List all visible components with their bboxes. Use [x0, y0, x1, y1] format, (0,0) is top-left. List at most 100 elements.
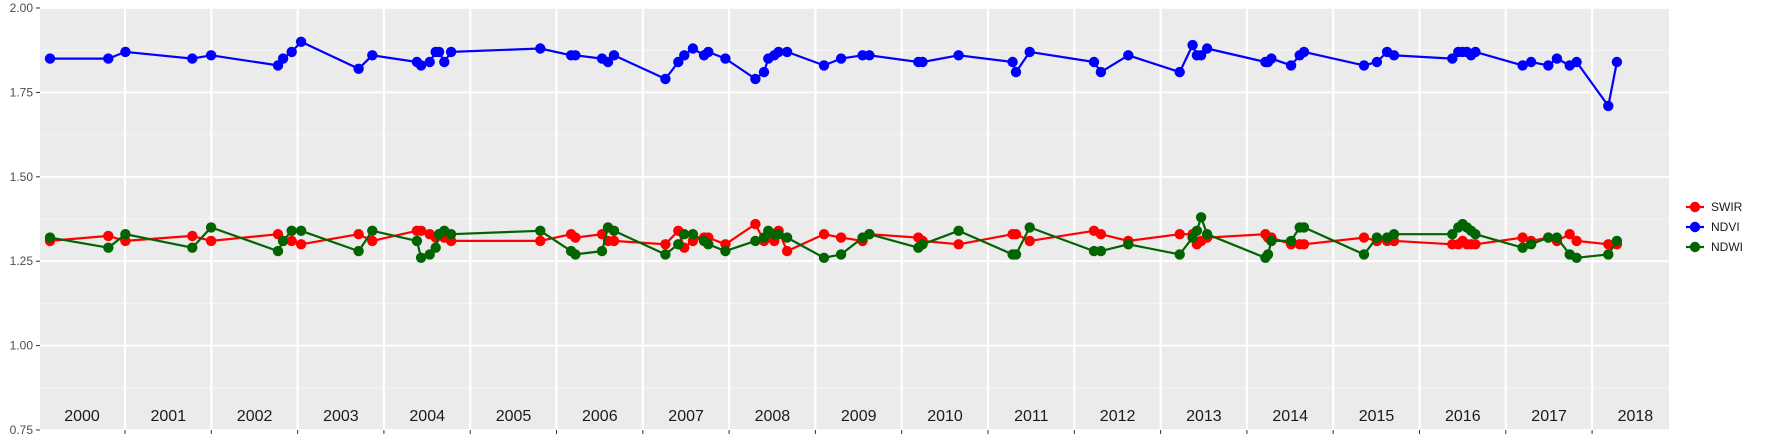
ndwi-point	[295, 225, 307, 236]
year-label-2017: 2017	[1531, 408, 1567, 425]
ndwi-point	[430, 242, 441, 253]
y-axis: 0.75 1.00 1.25 1.50 1.75 2.00	[10, 1, 1593, 437]
y-tick-label: 2.00	[10, 1, 34, 15]
swir-point	[295, 239, 307, 250]
ndwi-point	[411, 235, 423, 247]
ndwi-point	[1603, 249, 1614, 260]
ndvi-point	[1010, 66, 1022, 78]
legend-label: NDWI	[1711, 240, 1743, 254]
ndvi-point	[535, 43, 546, 54]
ndvi-point	[864, 50, 875, 61]
ndvi-point	[679, 50, 690, 61]
ndvi-point	[445, 46, 457, 58]
ndvi-point	[1447, 53, 1458, 64]
year-label-2008: 2008	[755, 408, 791, 425]
ndvi-point	[1358, 60, 1370, 71]
ndvi-point	[673, 56, 684, 68]
ndvi-point	[660, 73, 671, 85]
swir-point	[835, 232, 847, 243]
swir-point	[535, 235, 546, 247]
ndvi-point	[773, 46, 784, 58]
ndwi-point	[679, 229, 690, 240]
ndvi-point	[367, 50, 378, 61]
ndwi-point	[120, 229, 131, 240]
ndvi-point	[750, 73, 761, 85]
ndwi-point	[570, 249, 581, 260]
ndvi-point	[687, 43, 699, 54]
ndwi-point	[953, 225, 964, 236]
y-tick-label: 1.75	[10, 85, 34, 99]
ndwi-point	[1266, 235, 1277, 247]
ndwi-point	[1201, 229, 1213, 240]
ndwi-point	[187, 242, 198, 253]
ndwi-point	[1571, 252, 1582, 263]
ndvi-point	[1388, 50, 1400, 61]
swir-point	[660, 239, 671, 250]
ndwi-point	[1470, 229, 1481, 240]
x-axis-year-labels: 2000 2001 2002 2003 2004 2005 2006 2007 2008 2009…	[64, 408, 1653, 425]
ndwi-point	[1010, 249, 1022, 260]
year-label-2001: 2001	[151, 408, 187, 425]
y-tick-label: 1.25	[10, 254, 34, 268]
ndwi-point	[750, 235, 761, 247]
ndwi-point	[367, 225, 378, 236]
y-tick-label: 1.00	[10, 339, 34, 353]
legend-label: SWIR	[1711, 200, 1743, 214]
swir-point	[1358, 232, 1370, 243]
swir-point	[781, 245, 793, 257]
legend-label: NDVI	[1711, 220, 1740, 234]
swir-point	[953, 239, 964, 250]
ndvi-point	[353, 63, 364, 74]
year-label-2009: 2009	[841, 408, 877, 425]
year-label-2004: 2004	[409, 408, 445, 425]
ndvi-point	[1007, 56, 1018, 68]
ndwi-point	[773, 229, 784, 240]
ndvi-point	[205, 50, 217, 61]
swir-point	[1095, 229, 1107, 240]
ndwi-point	[864, 229, 875, 240]
ndvi-point	[608, 50, 620, 61]
ndwi-point	[1358, 249, 1370, 260]
ndwi-point	[424, 249, 435, 260]
ndwi-point	[1095, 245, 1107, 257]
swir-point	[818, 229, 830, 240]
series-ndwi	[44, 212, 1623, 263]
ndwi-point	[917, 239, 928, 250]
year-label-2011: 2011	[1014, 408, 1049, 425]
ndwi-point	[1551, 232, 1563, 243]
legend-key-point	[1689, 201, 1701, 213]
swir-point	[750, 218, 761, 230]
ndvi-point	[424, 56, 435, 68]
ndvi-point	[1187, 39, 1198, 51]
swir-point	[1564, 229, 1575, 240]
legend-item-ndvi: NDVI	[1686, 220, 1740, 234]
year-label-2018: 2018	[1618, 408, 1654, 425]
series-layer	[44, 36, 1623, 263]
ndvi-point	[1201, 43, 1213, 54]
ndvi-point	[1525, 56, 1537, 68]
ndwi-point	[1447, 229, 1458, 240]
ndwi-point	[1517, 242, 1528, 253]
ndvi-point	[1371, 56, 1383, 68]
y-tick-label: 0.75	[10, 423, 34, 437]
year-label-2003: 2003	[323, 408, 359, 425]
ndwi-point	[1371, 232, 1383, 243]
ndvi-point	[570, 50, 581, 61]
legend-key-point	[1689, 241, 1701, 253]
ndvi-point	[720, 53, 731, 64]
ndvi-point	[1543, 60, 1554, 71]
ndwi-point	[1525, 239, 1537, 250]
year-label-2012: 2012	[1100, 408, 1136, 425]
ndwi-point	[781, 232, 793, 243]
ndvi-point	[781, 46, 793, 58]
ndvi-point	[917, 56, 928, 68]
ndwi-point	[272, 245, 284, 257]
legend-item-ndwi: NDWI	[1686, 240, 1743, 254]
ndwi-point	[1543, 232, 1554, 243]
legend: SWIR NDVI NDWI	[1686, 200, 1743, 254]
year-label-2013: 2013	[1186, 408, 1222, 425]
ndwi-point	[1195, 212, 1207, 223]
ndvi-point	[835, 53, 847, 64]
swir-point	[1517, 232, 1528, 243]
ndwi-point	[835, 249, 847, 260]
